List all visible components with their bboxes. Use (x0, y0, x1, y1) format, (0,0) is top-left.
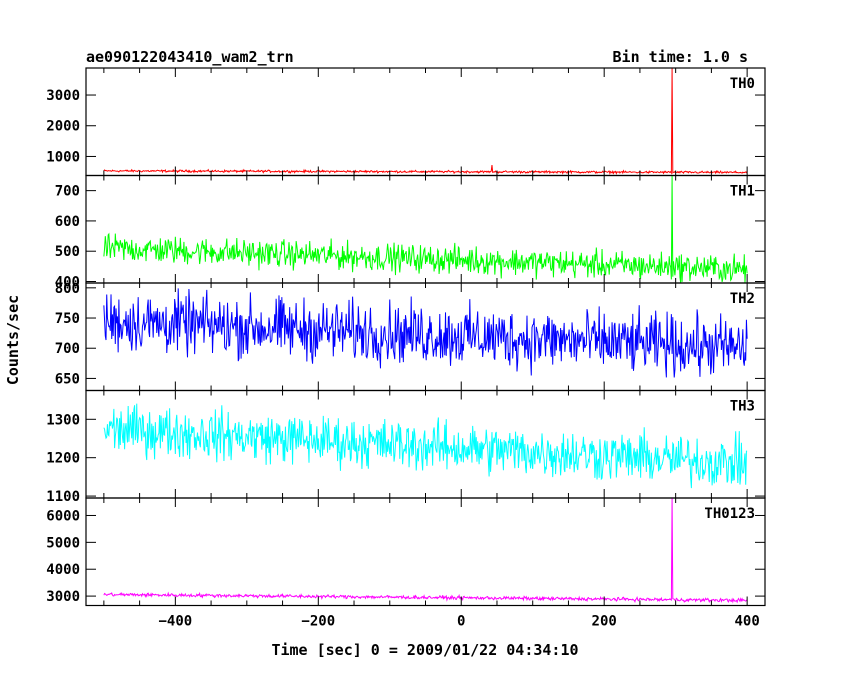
x-tick-label: 400 (734, 614, 759, 630)
y-tick-label: 750 (55, 311, 80, 327)
y-tick-label: 5000 (46, 535, 80, 551)
panels-group: TH0100020003000TH1400500600700TH26507007… (46, 67, 766, 630)
y-tick-label: 3000 (46, 88, 80, 104)
y-tick-label: 700 (55, 341, 80, 357)
panel-label: TH0 (730, 76, 755, 92)
y-tick-label: 2000 (46, 119, 80, 135)
x-axis-label: Time [sec] 0 = 2009/01/22 04:34:10 (271, 641, 578, 659)
panel-label: TH2 (730, 291, 755, 307)
panel-th0: TH0 1000 2000 3000 (46, 67, 766, 177)
panel-label: TH0123 (704, 506, 755, 522)
y-tick-label: 600 (55, 214, 80, 230)
y-tick-label: 6000 (46, 508, 80, 524)
series-line-th0 (103, 68, 748, 175)
chart-title: ae090122043410_wam2_trn (86, 48, 294, 66)
y-tick-label: 500 (55, 244, 80, 260)
series-line-th1 (103, 175, 748, 283)
y-axis-label: Counts/sec (4, 295, 22, 385)
y-tick-label: 1300 (46, 412, 80, 428)
panel-frame (85, 67, 766, 177)
y-tick-label: 1000 (46, 149, 80, 165)
panel-th3: TH3 1100 1200 1300 (46, 389, 766, 505)
y-tick-label: 800 (55, 281, 80, 297)
y-tick-label: 700 (55, 184, 80, 200)
y-tick-label: 1100 (46, 489, 80, 505)
panel-frame (85, 174, 766, 284)
panel-th2: TH2 650 700 750 800 (55, 281, 766, 392)
panel-th0123: TH0123 3000 4000 5000 6000 (46, 497, 766, 607)
y-tick-label: 400 (55, 274, 80, 290)
y-tick-label: 3000 (46, 589, 80, 605)
x-tick-label: 200 (592, 614, 617, 630)
x-tick-label: −400 (158, 614, 192, 630)
bin-time-label: Bin time: 1.0 s (613, 48, 748, 66)
x-tick-label: −200 (301, 614, 335, 630)
y-tick-label: 1200 (46, 451, 80, 467)
series-line-th0123 (103, 498, 748, 604)
panel-th1: TH1 400 500 600 700 (55, 174, 766, 290)
y-tick-label: 650 (55, 371, 80, 387)
panel-frame (85, 497, 766, 607)
y-tick-label: 4000 (46, 562, 80, 578)
series-line-th2 (103, 288, 748, 378)
series-line-th3 (103, 403, 748, 489)
panel-label: TH1 (730, 184, 755, 200)
x-tick-label: 0 (457, 614, 465, 630)
panel-label: TH3 (730, 399, 755, 415)
